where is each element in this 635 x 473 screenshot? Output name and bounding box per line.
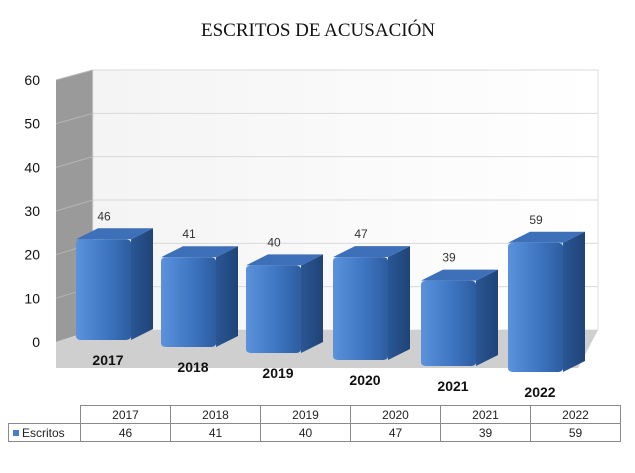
bar-side: [131, 228, 153, 340]
gridline-side: [55, 69, 94, 81]
bar-side: [216, 246, 238, 347]
data-label: 40: [267, 235, 281, 249]
bar-chart: ESCRITOS DE ACUSACIÓN 0 10 20 30 40 50 60 46 41…: [24, 19, 599, 400]
bar-side: [301, 254, 323, 353]
bar-top: [333, 246, 410, 258]
x-tick-label: 2017: [92, 352, 123, 368]
y-tick-label: 10: [24, 290, 40, 306]
bar-top: [246, 254, 323, 266]
bar-top: [421, 269, 498, 281]
y-axis: 0 10 20 30 40 50 60: [24, 72, 40, 350]
data-table-year: 2018: [170, 405, 261, 424]
data-table-year: 2017: [80, 405, 171, 424]
y-tick-label: 30: [24, 203, 40, 219]
data-table-value: 41: [170, 423, 261, 442]
bar-side: [476, 269, 498, 366]
bar-front: [421, 280, 476, 366]
data-label: 41: [182, 227, 196, 241]
bar-front: [246, 265, 301, 353]
data-label: 46: [97, 209, 111, 223]
bar: 59: [508, 213, 585, 372]
bar: 40: [246, 235, 323, 353]
bar: 39: [421, 251, 498, 366]
chart-title: ESCRITOS DE ACUSACIÓN: [201, 19, 435, 41]
data-table: 2017 2018 2019 2020 2021 2022 Escritos 46 41 40…: [8, 405, 621, 442]
data-table-series-label: Escritos: [8, 423, 81, 442]
bar-side: [388, 246, 410, 360]
bar-top: [508, 231, 585, 243]
data-table-series-row: Escritos 46 41 40 47 39 59: [8, 423, 621, 442]
y-tick-label: 20: [24, 247, 40, 263]
bar-front: [76, 239, 131, 340]
data-table-year: 2020: [350, 405, 441, 424]
data-table-year: 2021: [440, 405, 531, 424]
y-tick-label: 60: [24, 72, 40, 88]
bar-top: [161, 246, 238, 258]
data-table-value: 39: [440, 423, 531, 442]
bar-side: [563, 231, 585, 372]
y-tick-label: 40: [24, 159, 40, 175]
series-name: Escritos: [22, 425, 65, 440]
data-table-value: 47: [350, 423, 441, 442]
data-table-value: 59: [530, 423, 621, 442]
bar: 46: [76, 209, 153, 340]
bar-front: [508, 242, 563, 372]
x-tick-label: 2018: [177, 359, 208, 375]
series-key-square: [13, 430, 19, 437]
bars: 46 41 40 47 39 59: [76, 209, 585, 372]
data-table-value: 46: [80, 423, 171, 442]
bar: 47: [333, 227, 410, 360]
x-tick-label: 2019: [262, 365, 293, 381]
data-table-value: 40: [260, 423, 351, 442]
data-label: 59: [529, 213, 543, 227]
bar-front: [161, 257, 216, 347]
data-label: 39: [442, 251, 456, 265]
gridline-side: [55, 156, 94, 168]
x-axis: 2017 2018 2019 2020 2021 2022: [92, 352, 555, 400]
data-table-corner: [8, 405, 81, 424]
data-table-header-row: 2017 2018 2019 2020 2021 2022: [8, 405, 621, 424]
gridline-side: [55, 199, 94, 212]
x-tick-label: 2021: [437, 378, 468, 394]
x-tick-label: 2022: [524, 384, 555, 400]
y-tick-label: 50: [24, 116, 40, 132]
bar: 41: [161, 227, 238, 347]
y-tick-label: 0: [32, 334, 40, 350]
bar-top: [76, 228, 153, 240]
data-table-year: 2022: [530, 405, 621, 424]
data-table-year: 2019: [260, 405, 351, 424]
bar-front: [333, 257, 388, 360]
x-tick-label: 2020: [349, 372, 380, 388]
data-label: 47: [354, 227, 368, 241]
gridline-side: [55, 112, 94, 125]
